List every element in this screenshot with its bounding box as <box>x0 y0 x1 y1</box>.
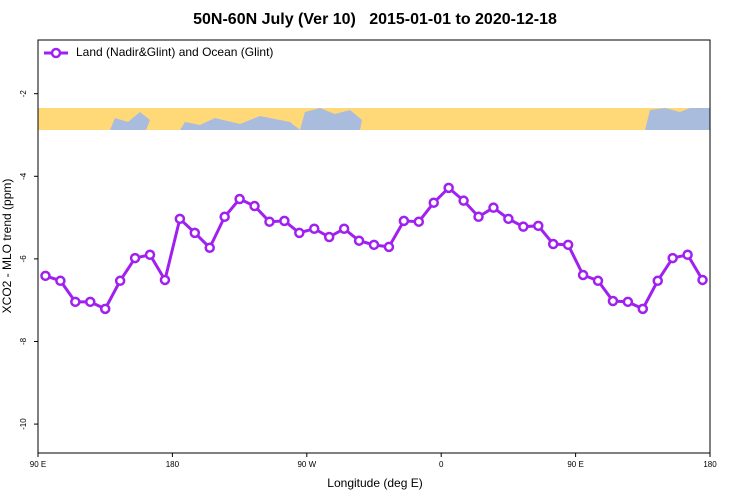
data-point <box>488 202 499 213</box>
legend-label: Land (Nadir&Glint) and Ocean (Glint) <box>76 45 273 59</box>
data-point <box>413 216 425 227</box>
data-point <box>264 216 275 227</box>
data-point <box>70 296 81 308</box>
y-tick-label: -6 <box>19 255 28 263</box>
data-point <box>667 252 678 264</box>
data-point <box>682 249 693 261</box>
y-tick-label: -10 <box>19 418 28 430</box>
data-point <box>547 238 559 250</box>
x-tick-label: 180 <box>166 460 180 469</box>
data-point <box>249 200 260 212</box>
data-point <box>323 231 335 243</box>
y-tick-label: -8 <box>19 337 28 345</box>
y-axis-label: XCO2 - MLO trend (ppm) <box>0 179 14 314</box>
data-point <box>592 275 604 287</box>
x-axis-label: Longitude (deg E) <box>327 476 422 490</box>
data-point <box>85 296 96 308</box>
data-point <box>383 241 395 253</box>
data-point <box>368 239 380 251</box>
map-strip <box>38 108 710 130</box>
x-tick-label: 180 <box>703 460 717 469</box>
data-point <box>309 223 320 234</box>
data-point <box>129 252 141 264</box>
data-point <box>473 211 484 223</box>
data-point <box>652 275 663 287</box>
data-point <box>458 195 469 206</box>
y-tick-label: -2 <box>19 90 28 98</box>
data-point <box>637 303 649 315</box>
x-tick-label: 90 W <box>297 460 316 469</box>
data-point <box>99 303 111 315</box>
data-point <box>219 211 230 223</box>
chart-title: 50N-60N July (Ver 10) 2015-01-01 to 2020… <box>193 11 557 28</box>
x-tick-label: 0 <box>439 460 444 469</box>
data-point <box>114 275 126 287</box>
data-point <box>338 223 350 234</box>
data-point <box>428 197 439 208</box>
data-point <box>204 242 215 253</box>
x-tick-label: 90 E <box>30 460 46 469</box>
data-point <box>533 220 544 232</box>
data-point <box>294 227 305 239</box>
data-point <box>55 275 66 287</box>
legend: Land (Nadir&Glint) and Ocean (Glint) <box>44 45 273 59</box>
data-point <box>443 182 454 194</box>
data-point <box>518 221 529 232</box>
data-point <box>40 270 51 282</box>
data-point <box>174 213 186 225</box>
data-point <box>144 249 156 261</box>
data-point <box>503 213 514 225</box>
legend-marker <box>50 47 62 59</box>
data-point <box>562 239 574 251</box>
data-point <box>159 274 171 286</box>
data-point <box>234 193 245 205</box>
y-tick-label: -4 <box>19 172 28 180</box>
data-point <box>279 215 290 227</box>
x-tick-label: 90 E <box>567 460 583 469</box>
data-point <box>622 296 634 308</box>
data-point <box>353 235 365 246</box>
data-point <box>398 215 410 227</box>
data-point <box>189 227 201 239</box>
data-point <box>607 295 619 307</box>
data-point <box>577 269 589 281</box>
data-point <box>697 274 708 286</box>
plot-frame <box>37 39 711 454</box>
